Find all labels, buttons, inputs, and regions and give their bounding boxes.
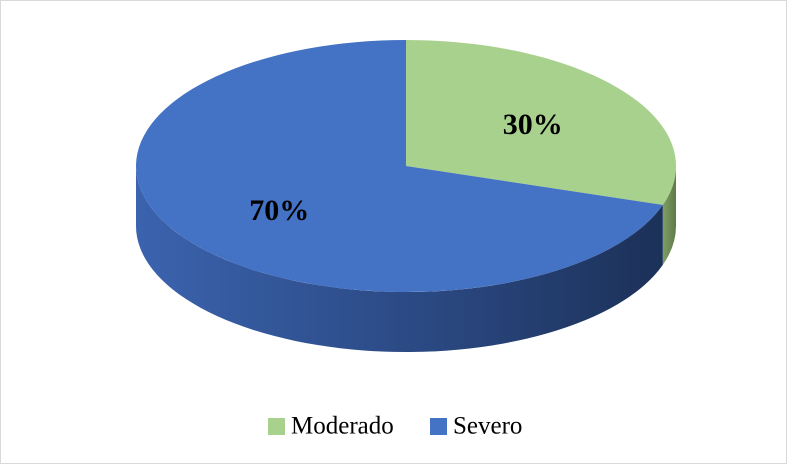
legend-label: Severo xyxy=(453,413,522,440)
legend-swatch xyxy=(430,418,447,435)
data-label: 30% xyxy=(503,108,563,141)
pie-slice xyxy=(136,40,663,292)
legend-swatch xyxy=(268,418,285,435)
pie-slice xyxy=(406,40,677,205)
slice-side xyxy=(136,166,663,352)
data-label: 70% xyxy=(249,194,309,227)
slice-side xyxy=(662,166,676,265)
legend-label: Moderado xyxy=(291,413,394,440)
